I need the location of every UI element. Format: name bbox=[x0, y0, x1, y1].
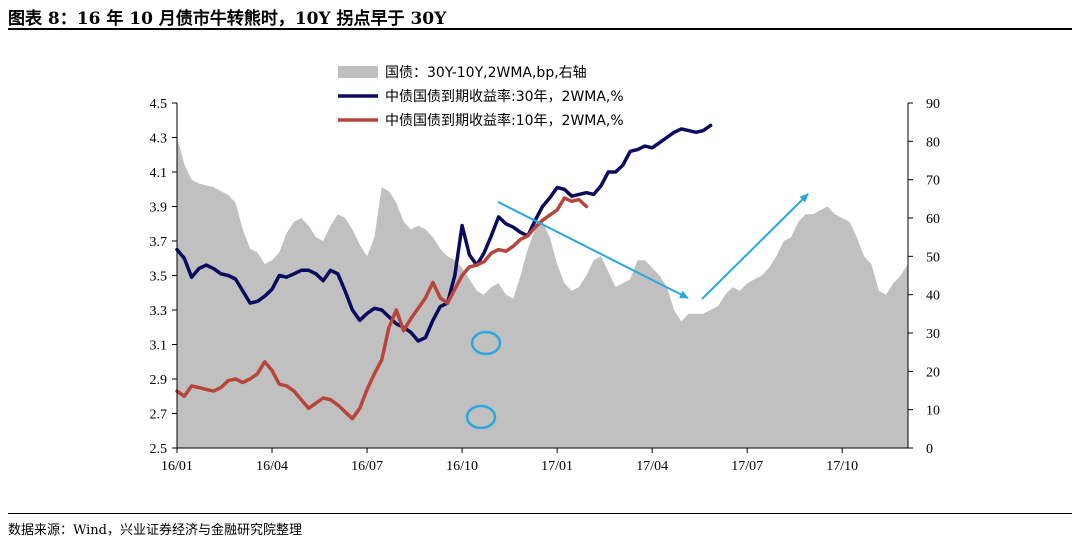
right-tick-label: 80 bbox=[926, 135, 940, 150]
x-tick-label: 17/10 bbox=[826, 459, 858, 474]
right-tick-label: 20 bbox=[926, 365, 940, 380]
left-tick-label: 2.9 bbox=[150, 373, 168, 388]
x-tick-label: 17/04 bbox=[636, 459, 668, 474]
series-10y-line bbox=[175, 196, 589, 421]
left-tick-label: 3.7 bbox=[150, 235, 168, 250]
right-tick-label: 0 bbox=[926, 442, 933, 457]
x-tick-label: 16/04 bbox=[256, 459, 288, 474]
right-tick-label: 10 bbox=[926, 404, 940, 419]
right-tick-label: 40 bbox=[926, 289, 940, 304]
legend-label-30y: 中债国债到期收益率:30年，2WMA,% bbox=[385, 88, 624, 105]
x-tick-label: 16/01 bbox=[161, 459, 193, 474]
legend-label-spread: 国债：30Y-10Y,2WMA,bp,右轴 bbox=[385, 65, 587, 81]
left-tick-label: 4.5 bbox=[150, 97, 168, 112]
left-tick-label: 3.1 bbox=[150, 339, 168, 354]
yield-lines-layer bbox=[175, 123, 713, 421]
left-tick-label: 2.5 bbox=[150, 442, 168, 457]
annotation-circle-30y bbox=[470, 330, 502, 356]
left-tick-label: 2.7 bbox=[150, 408, 168, 423]
left-tick-label: 3.9 bbox=[150, 201, 168, 216]
right-tick-label: 90 bbox=[926, 97, 940, 112]
legend-swatch-spread bbox=[338, 66, 378, 78]
series-30y-line bbox=[175, 123, 713, 343]
legend: 国债：30Y-10Y,2WMA,bp,右轴 中债国债到期收益率:30年，2WMA… bbox=[338, 65, 624, 129]
right-tick-label: 60 bbox=[926, 212, 940, 227]
annotation-arrow-down bbox=[497, 201, 689, 299]
annotation-circle-10y bbox=[465, 404, 497, 430]
x-tick-label: 16/07 bbox=[351, 459, 383, 474]
left-tick-label: 4.3 bbox=[150, 132, 168, 147]
legend-label-10y: 中债国债到期收益率:10年，2WMA,% bbox=[385, 112, 624, 129]
x-tick-label: 17/07 bbox=[731, 459, 763, 474]
x-tick-label: 17/01 bbox=[541, 459, 573, 474]
left-tick-label: 3.3 bbox=[150, 304, 168, 319]
left-tick-label: 4.1 bbox=[150, 166, 168, 181]
right-tick-label: 50 bbox=[926, 250, 940, 265]
source-note: 数据来源：Wind，兴业证券经济与金融研究院整理 bbox=[8, 523, 302, 538]
title-rule bbox=[8, 28, 1072, 30]
figure-title: 图表 8：16 年 10 月债市牛转熊时，10Y 拐点早于 30Y bbox=[8, 9, 447, 29]
right-tick-label: 70 bbox=[926, 174, 940, 189]
left-tick-label: 3.5 bbox=[150, 270, 168, 285]
annotation-arrow-up bbox=[701, 193, 809, 300]
footer-rule bbox=[8, 513, 1072, 514]
series-spread-area bbox=[177, 137, 908, 448]
axes: 2.5 2.7 2.9 3.1 3.3 3.5 3.7 3.9 4.1 4.3 4.5 0 10 20 30… bbox=[150, 97, 941, 474]
x-tick-label: 16/10 bbox=[446, 459, 478, 474]
right-tick-label: 30 bbox=[926, 327, 940, 342]
spread-area-layer bbox=[177, 137, 908, 448]
